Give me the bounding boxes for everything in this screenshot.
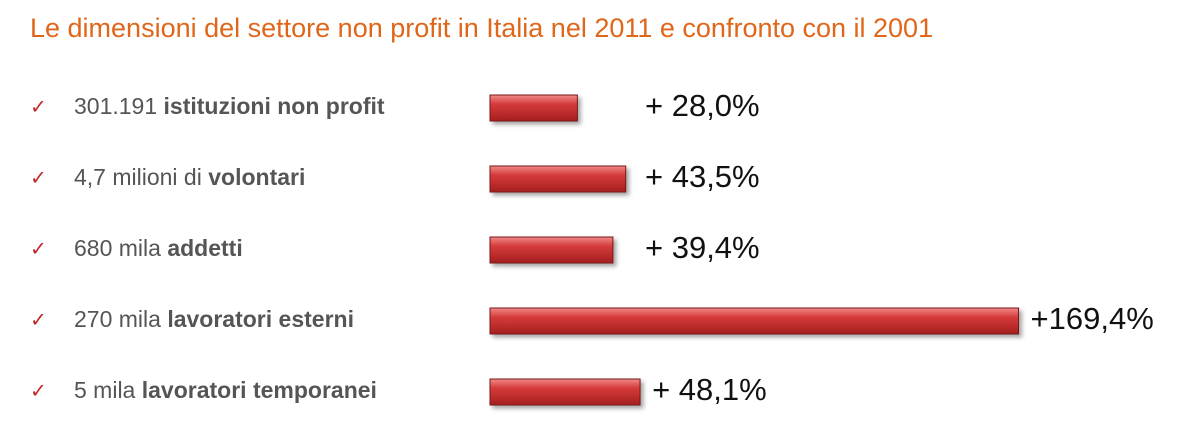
bar bbox=[489, 307, 1020, 335]
category-subject: istituzioni non profit bbox=[164, 93, 385, 119]
category-subject: volontari bbox=[208, 164, 305, 190]
check-mark: ✓ bbox=[30, 309, 47, 331]
value-label: +169,4% bbox=[1031, 301, 1154, 336]
category-number: 5 mila bbox=[74, 377, 136, 403]
value-label: + 28,0% bbox=[645, 88, 760, 123]
category-number: 4,7 milioni di bbox=[74, 164, 202, 190]
bar bbox=[489, 236, 614, 264]
category-label: 301.191 istituzioni non profit bbox=[74, 93, 385, 119]
category-label: 270 mila lavoratori esterni bbox=[74, 306, 354, 332]
bar bbox=[489, 378, 641, 406]
category-subject: lavoratori esterni bbox=[167, 306, 354, 332]
chart-title: Le dimensioni del settore non profit in … bbox=[30, 13, 933, 43]
check-mark: ✓ bbox=[30, 96, 47, 118]
bar bbox=[489, 165, 627, 193]
check-mark: ✓ bbox=[30, 380, 47, 402]
check-mark: ✓ bbox=[30, 167, 47, 189]
category-label: 680 mila addetti bbox=[74, 235, 243, 261]
check-mark: ✓ bbox=[30, 238, 47, 260]
category-number: 680 mila bbox=[74, 235, 161, 261]
category-subject: lavoratori temporanei bbox=[142, 377, 377, 403]
bar bbox=[489, 94, 578, 122]
value-label: + 43,5% bbox=[645, 159, 760, 194]
category-number: 270 mila bbox=[74, 306, 161, 332]
category-label: 5 mila lavoratori temporanei bbox=[74, 377, 377, 403]
value-label: + 48,1% bbox=[652, 372, 767, 407]
category-subject: addetti bbox=[167, 235, 242, 261]
category-number: 301.191 bbox=[74, 93, 157, 119]
category-label: 4,7 milioni di volontari bbox=[74, 164, 305, 190]
value-label: + 39,4% bbox=[645, 230, 760, 265]
